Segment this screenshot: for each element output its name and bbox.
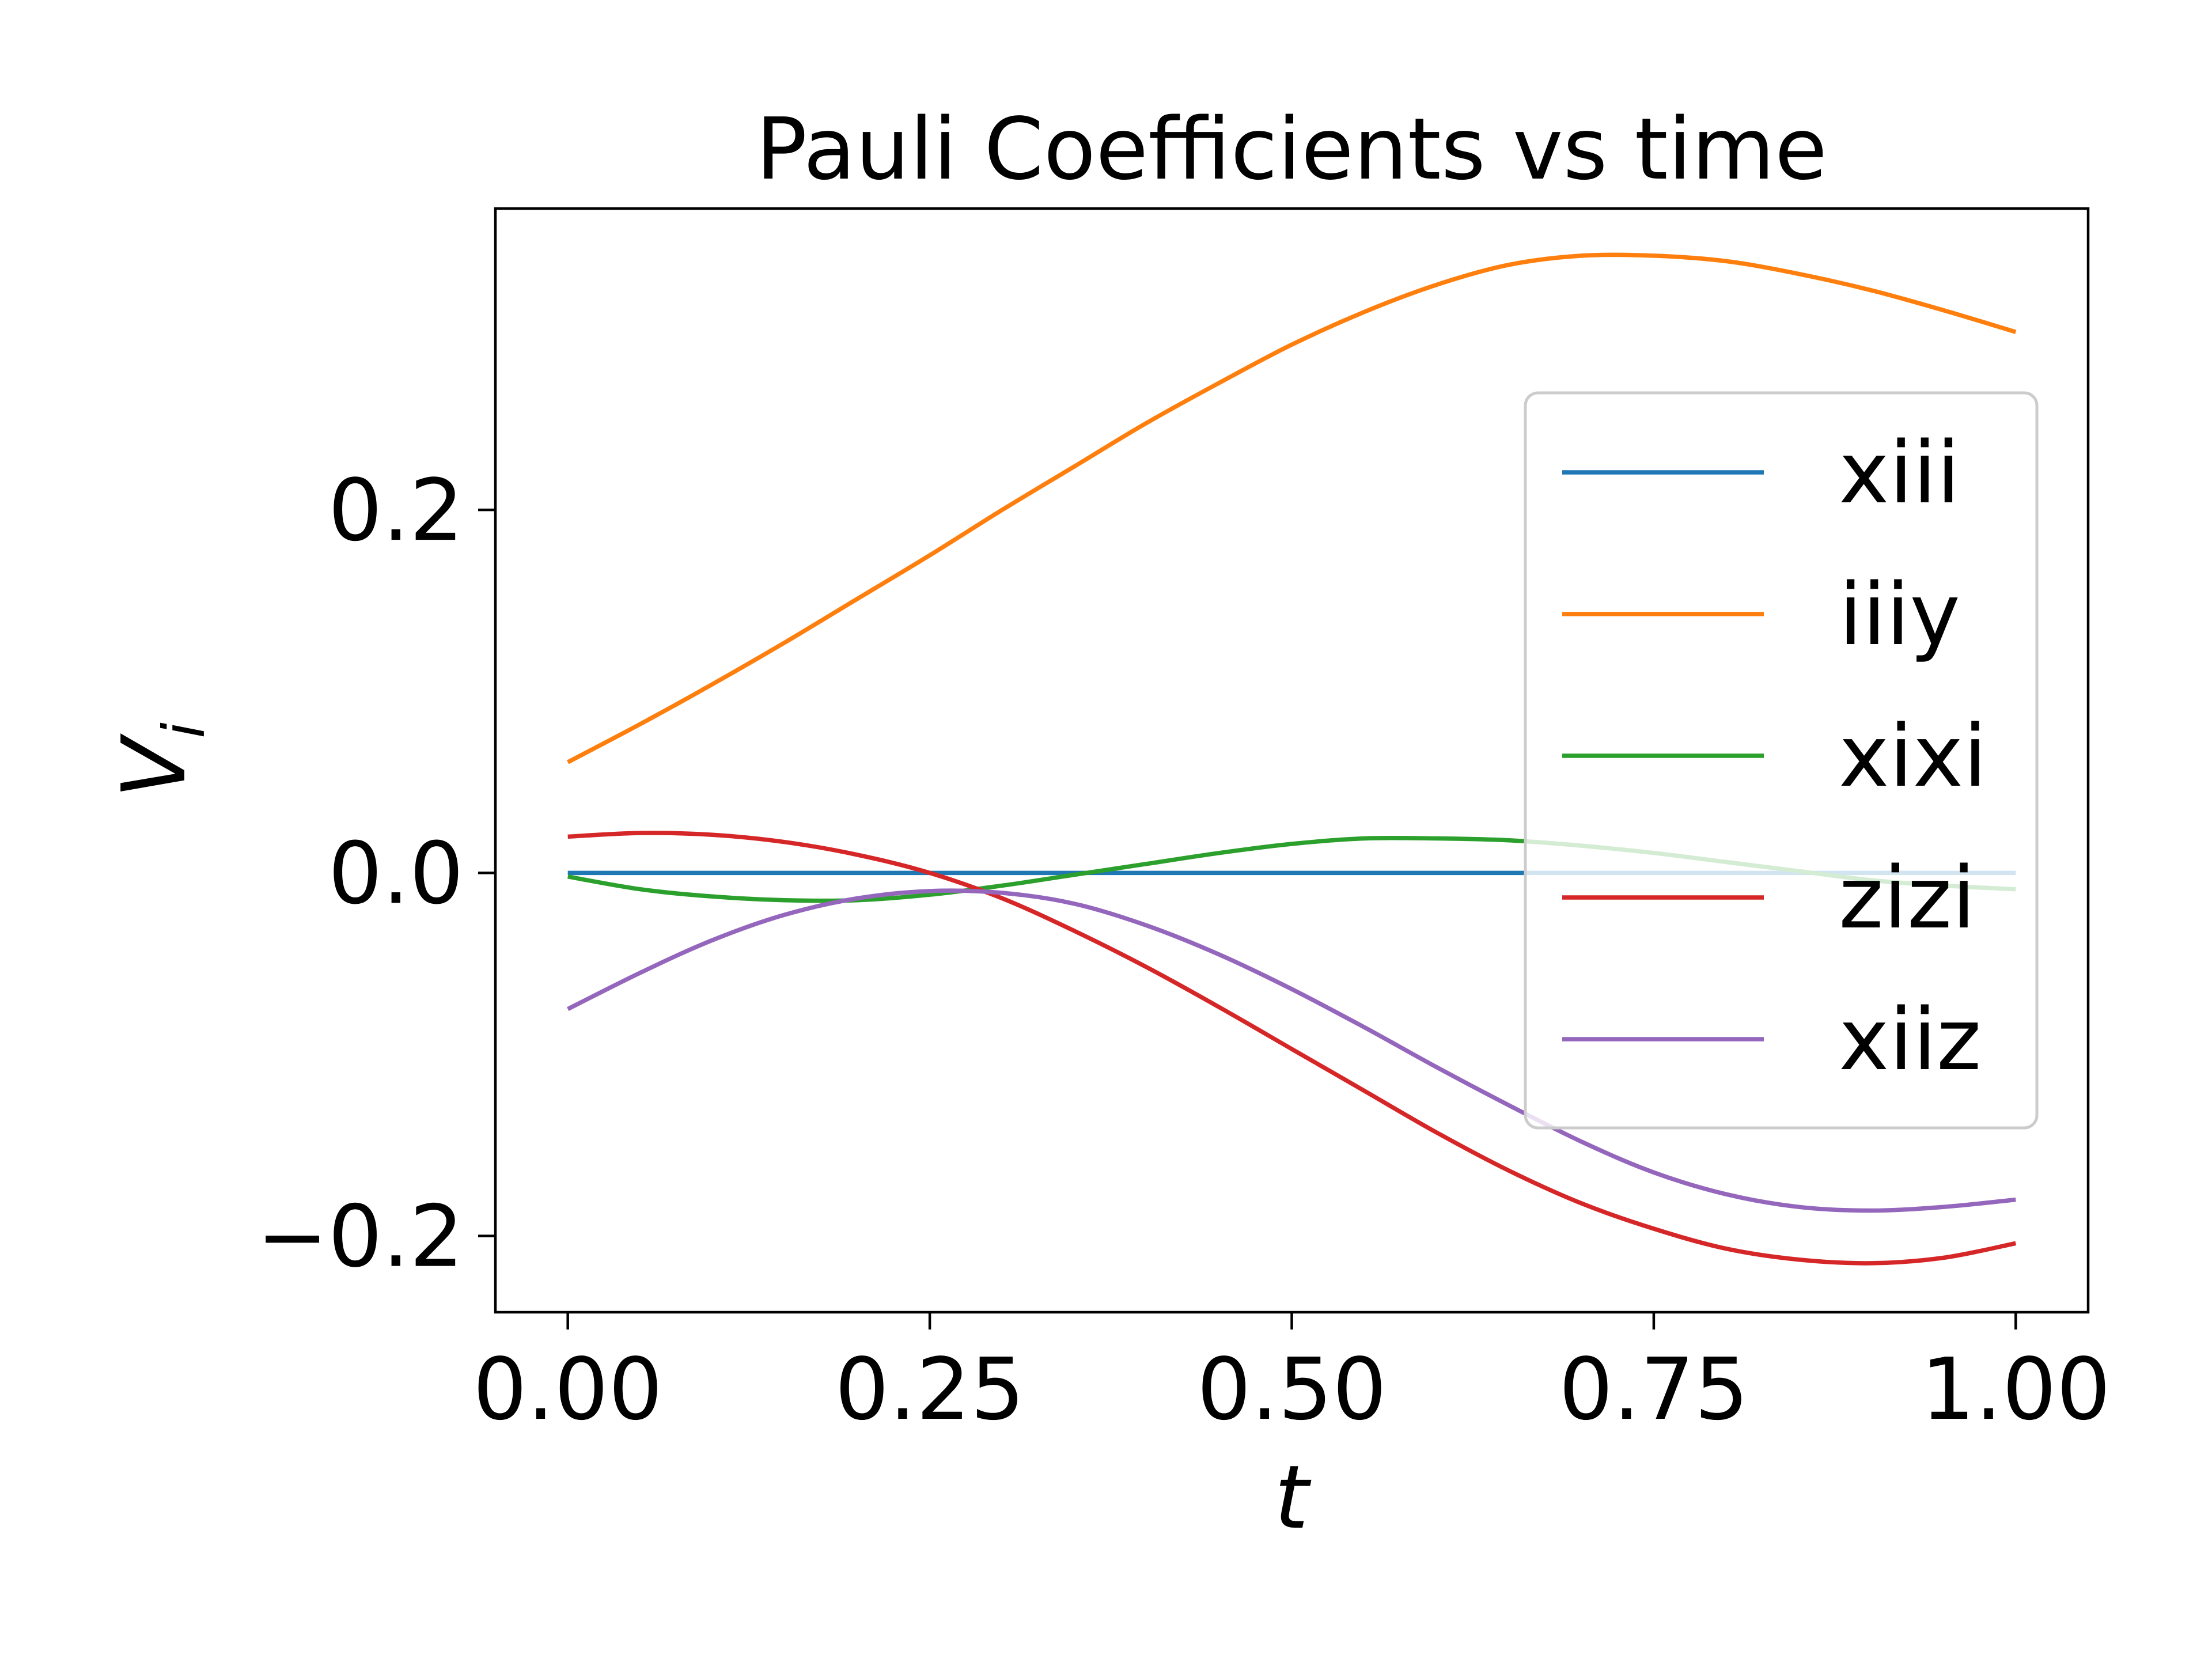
legend-label-xiii: xiii — [1839, 423, 1960, 522]
legend-label-iiiy: iiiy — [1839, 565, 1960, 664]
legend-label-xixi: xixi — [1839, 707, 1987, 806]
x-axis-ticks: 0.00 0.25 0.50 0.75 1.00 — [473, 1312, 2111, 1439]
x-axis-label: t — [1274, 1446, 1312, 1548]
legend: xiii iiiy xixi zizi xiiz — [1524, 391, 2039, 1130]
series-line-xiiz — [567, 888, 2016, 1213]
x-tick-label: 0.25 — [835, 1340, 1025, 1439]
x-tick-label: 0.50 — [1197, 1340, 1387, 1439]
x-tick-label: 1.00 — [1921, 1340, 2111, 1439]
series-line-zizi — [567, 831, 2017, 1266]
y-tick-label: 0.0 — [328, 824, 464, 923]
y-axis-ticks: −0.2 0.0 0.2 — [257, 461, 495, 1286]
y-axis-label: Vi — [103, 722, 218, 798]
series-line-iiiy — [566, 252, 2017, 764]
legend-label-zizi: zizi — [1839, 849, 1976, 948]
x-tick-label: 0.75 — [1559, 1340, 1749, 1439]
y-tick-label: −0.2 — [257, 1187, 464, 1286]
x-tick-label: 0.00 — [473, 1340, 663, 1439]
y-axis-label-subscript: i — [150, 722, 218, 738]
chart-title: Pauli Coefficients vs time — [756, 100, 1827, 199]
plot-frame — [494, 207, 2090, 1314]
y-tick-label: 0.2 — [328, 461, 464, 560]
legend-box — [1524, 391, 2039, 1130]
y-axis-label-main: V — [103, 733, 205, 798]
legend-label-xiiz: xiiz — [1839, 990, 1982, 1089]
legend-items: xiii iiiy xixi zizi xiiz — [1562, 423, 1987, 1089]
